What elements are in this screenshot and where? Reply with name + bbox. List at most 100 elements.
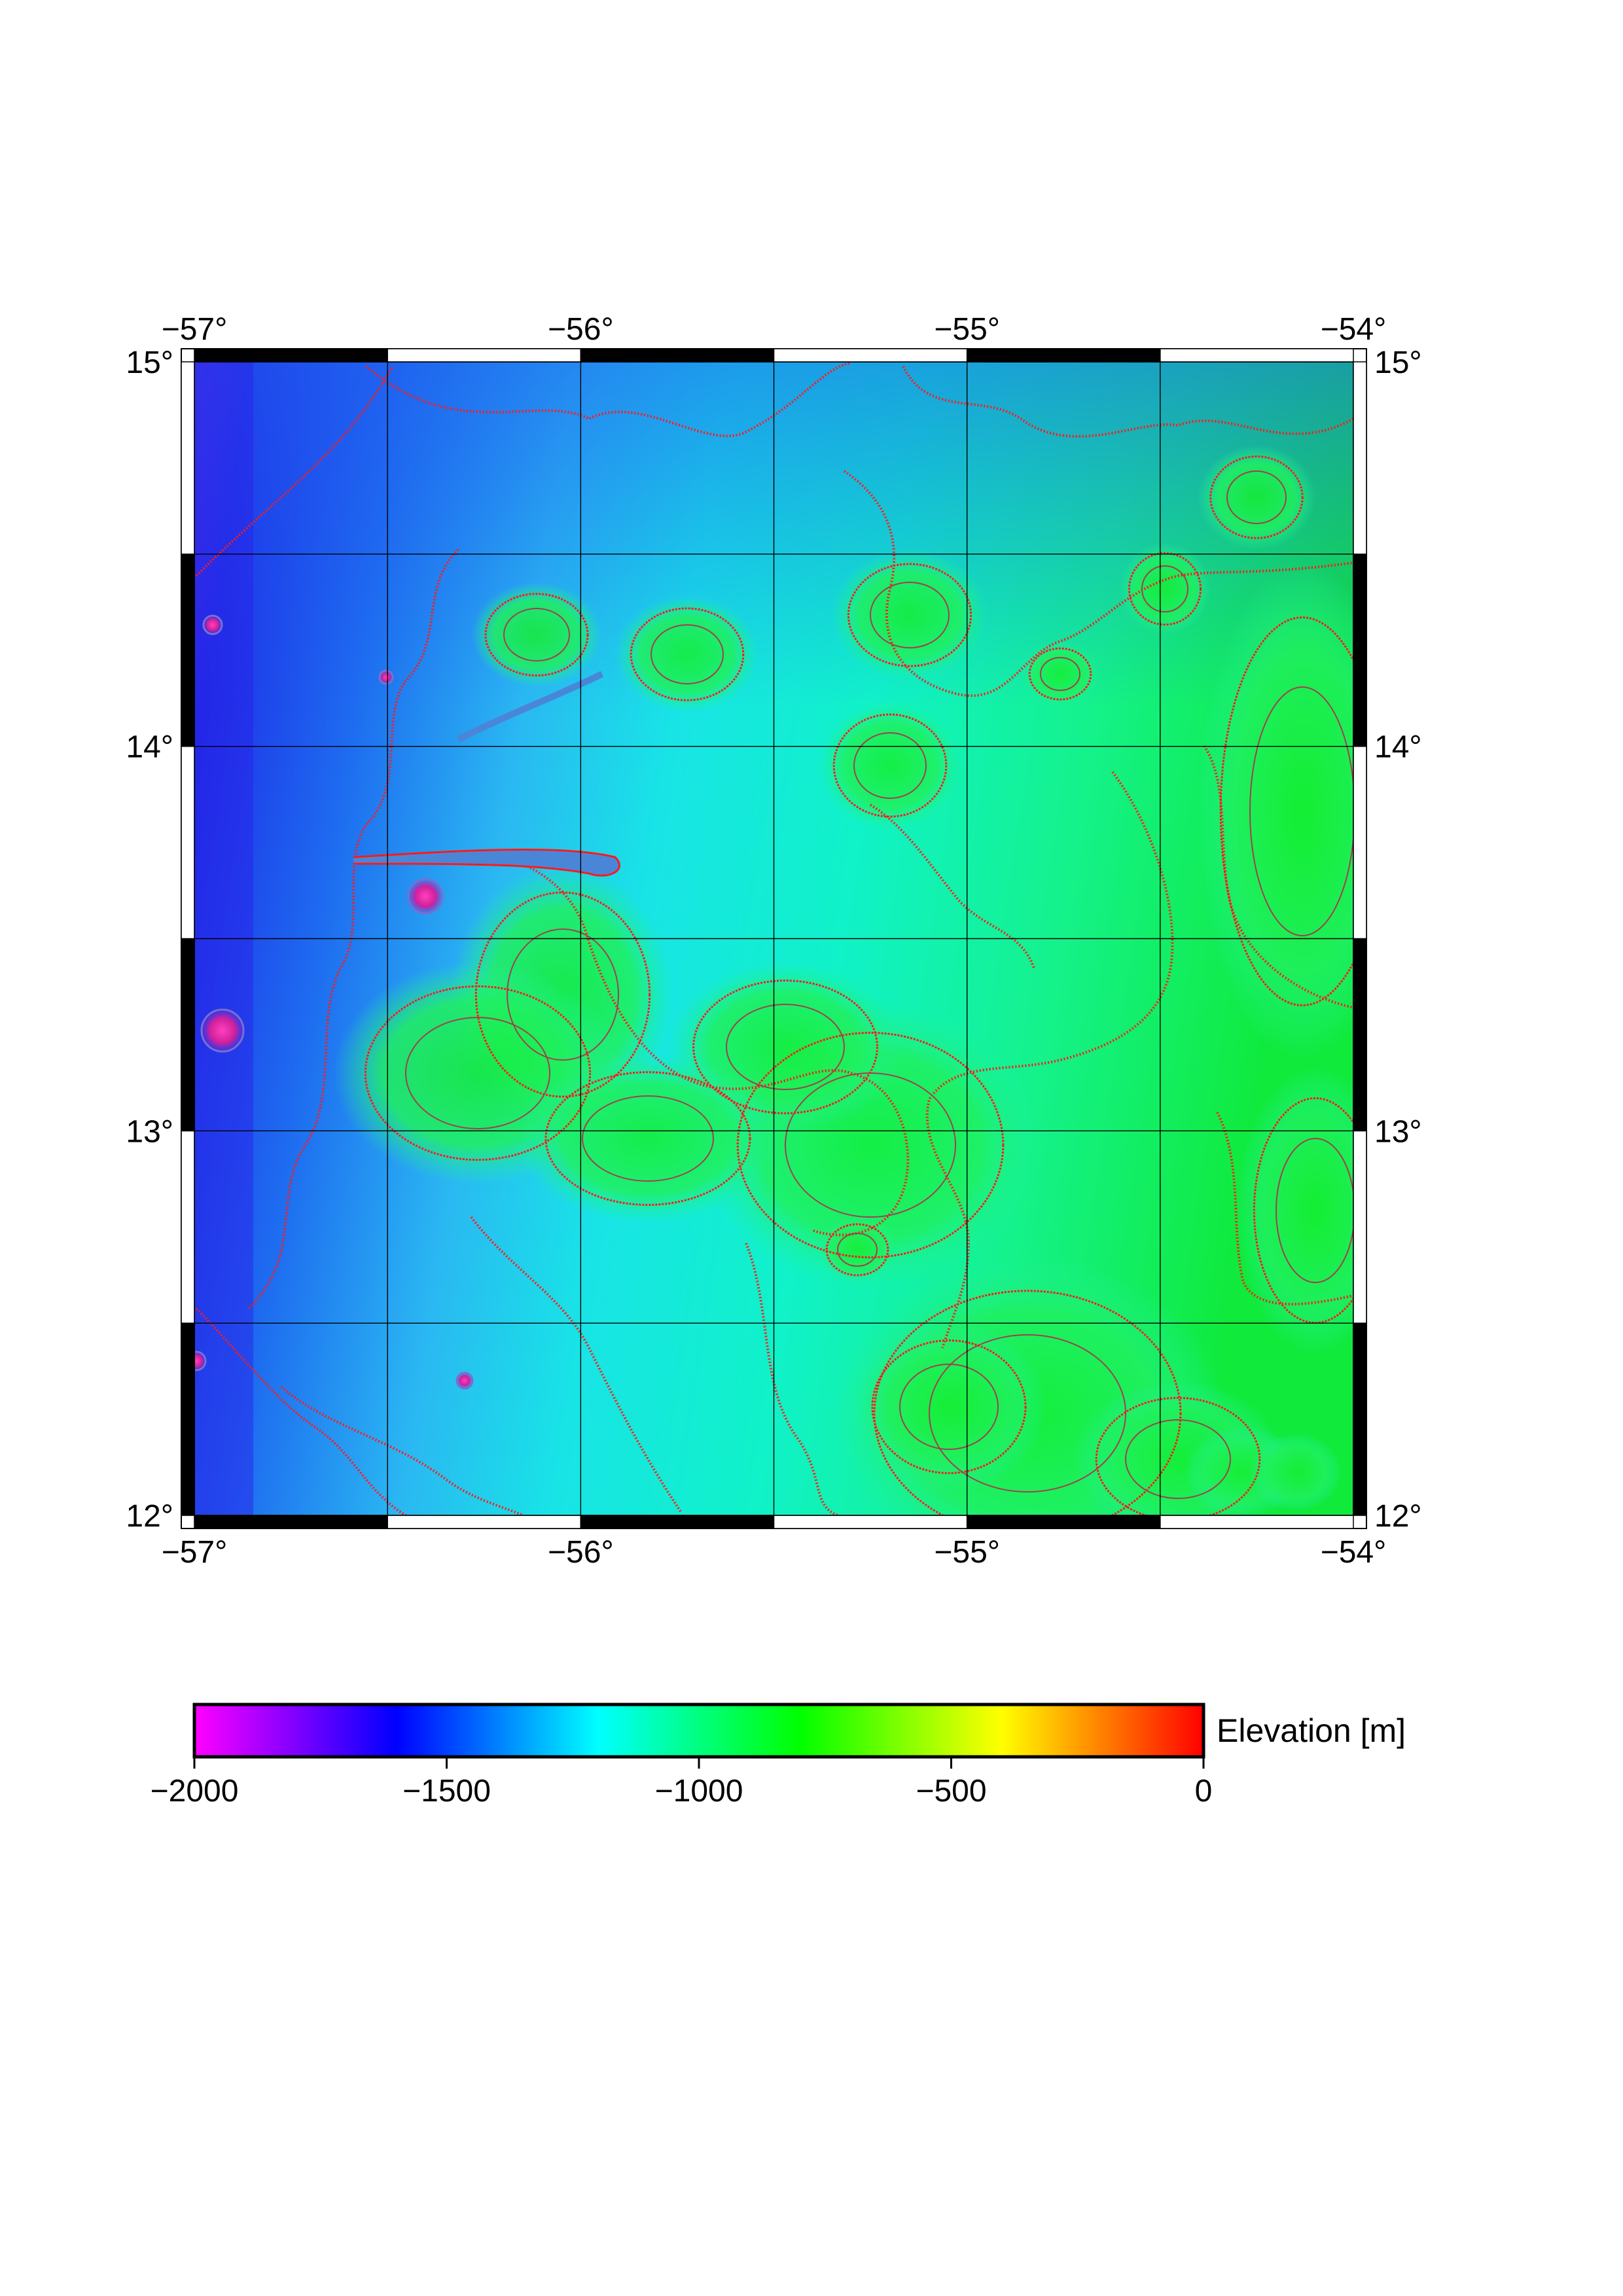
plateau-9: [1237, 1067, 1353, 1354]
frame-segment-bottom: [1160, 1515, 1354, 1529]
contour-10: [869, 804, 1035, 969]
contour-inner-ring-12: [651, 624, 724, 684]
frame-segment-right: [1353, 1322, 1367, 1516]
contour-6: [745, 1243, 838, 1515]
plateau-17: [818, 1217, 897, 1282]
lat-label-left: 13°: [126, 1114, 173, 1149]
frame-segment-left: [181, 1322, 195, 1516]
frame-segment-top: [194, 348, 388, 362]
contour-ring-16: [1028, 647, 1092, 701]
contour-inner-ring-16: [1040, 657, 1080, 691]
contour-inner-ring-4: [582, 1095, 714, 1182]
lat-label-right: 13°: [1374, 1114, 1422, 1149]
plateau-16: [1021, 641, 1099, 707]
contour-1: [902, 366, 1353, 438]
colorbar-gradient: [192, 1703, 1205, 1759]
colorbar-tick-label: −500: [916, 1774, 986, 1809]
plateau-12: [615, 595, 759, 713]
longitude-labels-top: −57° −56° −55° −54°: [162, 312, 1387, 347]
contour-8: [1203, 745, 1353, 1009]
graticule: [194, 362, 1353, 1515]
map-frame: [181, 348, 1367, 1529]
frame-segment-top: [773, 348, 968, 362]
contour-inner-ring-14: [1226, 470, 1287, 524]
colorbar-tick-label: −2000: [151, 1774, 239, 1809]
contour-0: [195, 362, 851, 577]
frame-segment-left: [181, 938, 195, 1132]
plateau-11: [818, 700, 962, 831]
lon-label-bottom: −57°: [162, 1535, 228, 1570]
frame-segment-top: [966, 348, 1161, 362]
frame-segment-left: [181, 361, 195, 555]
colorbar-tick-label: 0: [1195, 1774, 1213, 1809]
lon-label-top: −57°: [162, 312, 228, 347]
frame-segment-right: [1353, 745, 1367, 940]
contour-ring-11: [832, 713, 948, 818]
plateau-13: [471, 582, 602, 687]
deep-seamount-spots: [194, 614, 474, 1390]
contour-inner-ring-2: [507, 928, 619, 1061]
contour-inner-ring-15: [1141, 565, 1188, 612]
lon-label-bottom: −55°: [934, 1535, 1000, 1570]
contour-inner-ring-3: [405, 1017, 550, 1129]
frame-segment-right: [1353, 1130, 1367, 1324]
seamount-spot-5: [194, 1351, 207, 1371]
contour-9: [1216, 1112, 1353, 1306]
submarine-channel: [353, 848, 620, 877]
seamount-spot-4: [378, 669, 394, 685]
frame-segment-top: [387, 348, 582, 362]
frame-segment-left: [181, 1130, 195, 1324]
seamount-spot-0: [407, 878, 444, 915]
contour-inner-ring-17: [837, 1233, 878, 1267]
colorbar-label: Elevation [m]: [1217, 1712, 1406, 1749]
plateau-15: [1119, 543, 1211, 635]
contour-ring-13: [484, 593, 589, 677]
colorbar-tick-label: −1500: [402, 1774, 491, 1809]
lat-label-left: 12°: [126, 1499, 173, 1534]
frame-segment-right: [1353, 554, 1367, 747]
contour-inner-ring-9: [1275, 1138, 1353, 1283]
latitude-labels-right: 15° 14° 13° 12°: [1374, 345, 1422, 1534]
elevation-raster: [194, 362, 1353, 1515]
contour-11: [280, 1386, 524, 1515]
contour-ring-6: [871, 1339, 1027, 1474]
contour-lines: [195, 362, 1353, 1515]
contour-inner-ring-11: [853, 732, 927, 799]
submarine-channel-north: [456, 671, 604, 743]
contour-5: [470, 1216, 682, 1513]
lat-label-left: 14°: [126, 730, 173, 765]
contour-3: [247, 548, 459, 1310]
lon-label-top: −55°: [934, 312, 1000, 347]
seamount-spot-1: [200, 1008, 245, 1053]
seamount-spot-3: [455, 1371, 474, 1390]
contour-inner-ring-10: [870, 582, 950, 648]
contour-ring-12: [630, 607, 745, 701]
frame-segment-top: [580, 348, 775, 362]
contour-inner-ring-7: [1125, 1419, 1231, 1499]
contour-inner-ring-6: [899, 1364, 999, 1450]
contour-ring-14: [1209, 455, 1304, 539]
latitude-labels-left: 15° 14° 13° 12°: [126, 345, 173, 1534]
plateau-19: [1250, 1433, 1342, 1511]
frame-segment-bottom: [773, 1515, 968, 1529]
contour-inner-ring-13: [503, 608, 570, 662]
lon-label-bottom: −54°: [1321, 1535, 1387, 1570]
frame-segment-bottom: [966, 1515, 1161, 1529]
contour-ring-10: [847, 563, 972, 667]
frame-segment-right: [1353, 938, 1367, 1132]
contour-inner-ring-5: [929, 1334, 1126, 1492]
seamount-spot-2: [202, 614, 223, 635]
lon-label-top: −54°: [1321, 312, 1387, 347]
lon-label-bottom: −56°: [548, 1535, 614, 1570]
contour-inner-ring-8: [1249, 686, 1353, 936]
plateau-10: [831, 550, 988, 680]
contour-7: [925, 771, 1174, 1349]
colorbar-ticks: −2000 −1500 −1000 −500 0: [151, 1757, 1213, 1809]
contour-ring-4: [544, 1071, 751, 1206]
lat-label-right: 12°: [1374, 1499, 1422, 1534]
colorbar-tick-label: −1000: [655, 1774, 743, 1809]
plateau-8: [1198, 563, 1353, 1060]
plateau-4: [517, 1053, 779, 1224]
contour-12: [195, 1307, 407, 1515]
